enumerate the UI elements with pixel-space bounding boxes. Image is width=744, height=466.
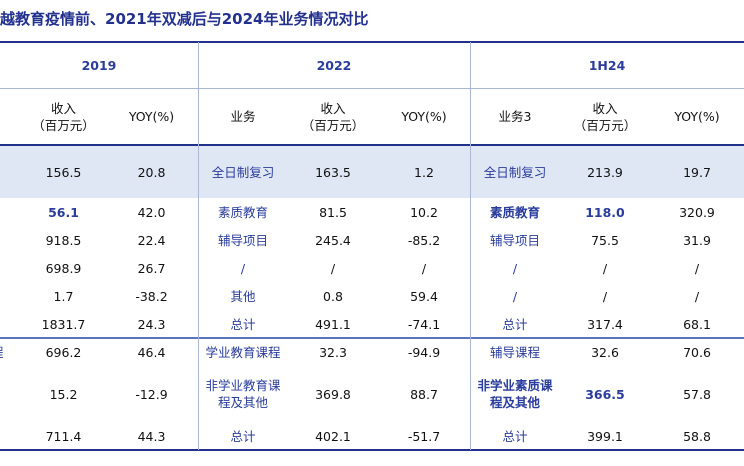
cell: 32.6 — [591, 345, 619, 360]
cell: 导 — [0, 254, 22, 282]
column-header: 收入 （百万元） — [573, 100, 637, 133]
cell: 素质教育 — [489, 204, 540, 220]
cell: 非学业素质课 程及其他 — [477, 378, 553, 410]
cell: 118.0 — [585, 204, 625, 220]
column-header: 收入 （百万元） — [32, 100, 95, 133]
cell: 366.5 — [585, 386, 625, 402]
rule — [0, 88, 744, 89]
cell: 369.8 — [315, 386, 351, 402]
cell: 辅导项目 — [217, 232, 268, 248]
cell: 711.4 — [45, 428, 82, 444]
cell: 918.5 — [45, 232, 82, 248]
cell: 245.4 — [315, 232, 351, 248]
cell: 24.3 — [137, 316, 166, 332]
cell: 其他 — [230, 288, 256, 304]
cell: 698.9 — [45, 260, 82, 276]
cell: 15.2 — [49, 386, 78, 402]
cell: 46.4 — [137, 345, 166, 360]
cell: 素质教育 — [217, 204, 268, 220]
cell: 42.0 — [137, 204, 166, 220]
cell: 696.2 — [45, 345, 82, 360]
cell: 全日制复习 — [483, 164, 547, 180]
cell: / — [602, 260, 608, 276]
cell: 20.8 — [137, 164, 166, 180]
group-header: 2022 — [316, 58, 352, 73]
rule — [0, 144, 744, 146]
cell: / — [694, 288, 700, 304]
column-header: 业务 — [230, 109, 256, 124]
title: 越教育疫情前、2021年双减后与2024年业务情况对比 — [0, 10, 369, 28]
cell: 1831.7 — [41, 316, 86, 332]
cell: 总计 — [502, 428, 528, 444]
column-header: 收入 （百万元） — [301, 100, 365, 133]
cell: 19.7 — [683, 164, 711, 180]
cell: 总计 — [230, 316, 256, 332]
cell: -51.7 — [407, 428, 441, 444]
cell: 辅导项目 — [489, 232, 540, 248]
cell: 1.7 — [53, 288, 74, 304]
cell: 10.2 — [410, 204, 438, 220]
cell: 辅导课程 — [489, 345, 540, 360]
cell: / — [694, 260, 700, 276]
cell: / — [512, 288, 518, 304]
cell: 57.8 — [683, 386, 711, 402]
column-header: YOY(%) — [401, 109, 447, 124]
cell: 0.8 — [323, 288, 343, 304]
cell: 81.5 — [319, 204, 347, 220]
cell: / — [330, 260, 336, 276]
rule — [0, 41, 744, 43]
cell: 56.1 — [48, 204, 79, 220]
column-header: YOY(%) — [128, 109, 175, 124]
cell: 88.7 — [410, 386, 438, 402]
cell: -38.2 — [135, 288, 168, 304]
cell: 491.1 — [315, 316, 351, 332]
cell: 402.1 — [315, 428, 351, 444]
cell: -12.9 — [135, 386, 168, 402]
cell: 58.8 — [683, 428, 711, 444]
cell: 总计 — [230, 428, 256, 444]
cell: 31.9 — [683, 232, 711, 248]
cell: 320.9 — [679, 204, 715, 220]
group-header: 1H24 — [588, 58, 626, 73]
row-highlight — [0, 145, 744, 198]
cell: 非学业教育课 程及其他 — [205, 378, 281, 410]
column-header: YOY(%) — [674, 109, 720, 124]
cell: 59.4 — [410, 288, 438, 304]
cell: 44.3 — [137, 428, 166, 444]
cell: 399.1 — [587, 428, 623, 444]
cell: 32.3 — [319, 345, 347, 360]
cell: 75.5 — [591, 232, 619, 248]
cell: 70.6 — [683, 345, 711, 360]
cell: 学业教育课程 — [205, 345, 281, 360]
divider — [470, 42, 471, 450]
cell: -74.1 — [407, 316, 441, 332]
cell: 课程 — [0, 339, 22, 366]
cell: 26.7 — [137, 260, 166, 276]
cell: 总计 — [502, 316, 528, 332]
cell: / — [602, 288, 608, 304]
cell: -94.9 — [407, 345, 441, 360]
cell: 156.5 — [45, 164, 82, 180]
cell: / — [421, 260, 427, 276]
cell: 全日制复习 — [211, 164, 275, 180]
cell: 317.4 — [587, 316, 623, 332]
column-header: 业务3 — [498, 109, 532, 124]
cell: 163.5 — [315, 164, 351, 180]
divider — [198, 42, 199, 450]
cell: 68.1 — [683, 316, 711, 332]
rule — [0, 337, 744, 339]
cell: / — [240, 260, 246, 276]
cell: 22.4 — [137, 232, 166, 248]
cell: / — [512, 260, 518, 276]
cell: -85.2 — [407, 232, 441, 248]
cell: 213.9 — [587, 164, 623, 180]
cell: 1.2 — [414, 164, 434, 180]
group-header: 2019 — [81, 58, 117, 73]
rule — [0, 449, 744, 451]
